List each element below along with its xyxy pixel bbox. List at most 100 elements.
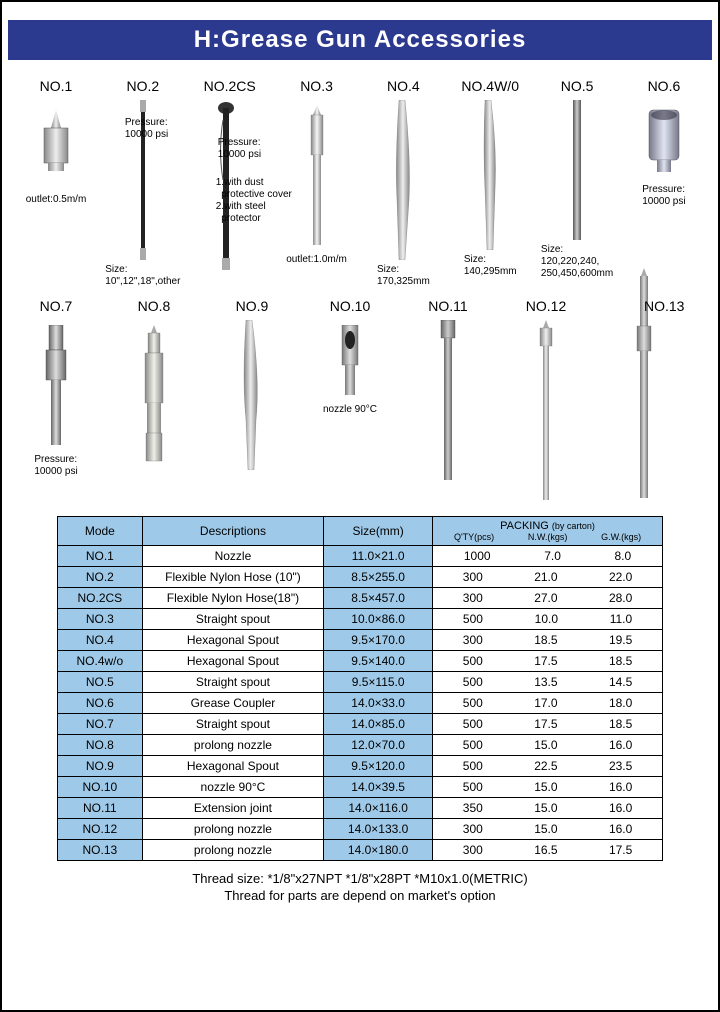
cell-packing: 30018.519.5 xyxy=(433,630,663,651)
cell-qty: 500 xyxy=(463,780,483,794)
cell-mode: NO.7 xyxy=(58,714,143,735)
cell-qty: 500 xyxy=(463,696,483,710)
product-label: NO.1 xyxy=(40,78,73,94)
table-row: NO.8prolong nozzle12.0×70.050015.016.0 xyxy=(58,735,663,756)
product-no2cs: NO.2CS Pressure: 10000 psi 1.with dust p… xyxy=(190,78,270,270)
product-row-2: NO.7 Pressure: 10000 psi NO.8 xyxy=(16,298,704,500)
cell-packing: 500 17.5 18.5 xyxy=(433,651,663,672)
table-row: NO.6Grease Coupler14.0×33.050017.018.0 xyxy=(58,693,663,714)
cell-packing: 30021.022.0 xyxy=(433,567,663,588)
cell-qty: 300 xyxy=(463,633,483,647)
cell-qty: 500 xyxy=(463,654,483,668)
cell-desc: Hexagonal Spout xyxy=(142,651,324,672)
product-image xyxy=(308,100,326,250)
product-note: outlet:1.0m/m xyxy=(286,254,347,266)
product-note: outlet:0.5m/m xyxy=(26,194,87,206)
product-label: NO.4W/0 xyxy=(461,78,519,94)
cell-qty: 350 xyxy=(463,801,483,815)
cell-size: 14.0×85.0 xyxy=(324,714,433,735)
product-label: NO.8 xyxy=(138,298,171,314)
product-image xyxy=(240,320,264,470)
cell-packing: 30015.016.0 xyxy=(433,819,663,840)
table-row: NO.10nozzle 90°C14.0×39.550015.016.0 xyxy=(58,777,663,798)
product-image xyxy=(439,320,457,480)
product-no3: NO.3 outlet:1.0m/m xyxy=(277,78,357,266)
product-label: NO.9 xyxy=(236,298,269,314)
table-row: NO.13prolong nozzle14.0×180.030016.517.5 xyxy=(58,840,663,861)
product-no4w0: NO.4W/0 Size: 140,295mm xyxy=(450,78,530,278)
cell-qty: 500 xyxy=(463,717,483,731)
table-header-row: Mode Descriptions Size(mm) PACKING (by c… xyxy=(58,517,663,546)
cell-mode: NO.6 xyxy=(58,693,143,714)
table-row: NO.4Hexagonal Spout9.5×170.030018.519.5 xyxy=(58,630,663,651)
cell-size: 14.0×180.0 xyxy=(324,840,433,861)
product-no11: NO.11 xyxy=(408,298,488,480)
cell-gw: 14.5 xyxy=(609,675,632,689)
packing-nw-header: N.W.(kgs) xyxy=(528,532,568,542)
product-no5: NO.5 Size: 120,220,240, 250,450,600mm xyxy=(537,78,617,280)
product-row-1: NO.1 outlet:0.5m/m NO.2 Pressure: 10000 … xyxy=(16,78,704,288)
product-image xyxy=(571,100,583,240)
cell-mode: NO.13 xyxy=(58,840,143,861)
product-image xyxy=(40,100,72,190)
cell-mode: NO.4 xyxy=(58,630,143,651)
packing-title: PACKING xyxy=(500,520,549,532)
cell-size: 14.0×133.0 xyxy=(324,819,433,840)
product-note-pressure: Pressure: 10000 psi xyxy=(125,117,168,141)
cell-size: 9.5×120.0 xyxy=(324,756,433,777)
product-no7: NO.7 Pressure: 10000 psi xyxy=(16,298,96,478)
table-row: NO.2Flexible Nylon Hose (10")8.5×255.030… xyxy=(58,567,663,588)
product-image xyxy=(479,100,501,250)
products-area: NO.1 outlet:0.5m/m NO.2 Pressure: 10000 … xyxy=(2,70,718,514)
cell-mode: NO.9 xyxy=(58,756,143,777)
cell-size: 9.5×170.0 xyxy=(324,630,433,651)
cell-desc: prolong nozzle xyxy=(142,840,324,861)
cell-nw: 17.0 xyxy=(534,696,557,710)
cell-nw: 15.0 xyxy=(534,780,557,794)
cell-nw: 17.5 xyxy=(534,654,557,668)
cell-desc: Extension joint xyxy=(142,798,324,819)
product-label: NO.12 xyxy=(526,298,566,314)
cell-desc: prolong nozzle xyxy=(142,735,324,756)
cell-gw: 17.5 xyxy=(609,843,632,857)
cell-gw: 18.5 xyxy=(609,654,632,668)
cell-size: 8.5×457.0 xyxy=(324,588,433,609)
cell-mode: NO.12 xyxy=(58,819,143,840)
cell-packing: 30016.517.5 xyxy=(433,840,663,861)
packing-subtitle: (by carton) xyxy=(552,521,595,531)
cell-size: 11.0×21.0 xyxy=(324,546,433,567)
cell-mode: NO.5 xyxy=(58,672,143,693)
product-note: Size: 170,325mm xyxy=(377,264,430,288)
cell-mode: NO.8 xyxy=(58,735,143,756)
cell-packing: 10007.08.0 xyxy=(433,546,663,567)
product-note: Pressure: 10000 psi xyxy=(34,454,77,478)
cell-size: 14.0×116.0 xyxy=(324,798,433,819)
table-row: NO.5Straight spout9.5×115.050013.514.5 xyxy=(58,672,663,693)
product-note-pressure: Pressure: 10000 psi xyxy=(218,137,261,161)
cell-packing: 50015.016.0 xyxy=(433,777,663,798)
product-label: NO.2 xyxy=(127,78,160,94)
footer-notes: Thread size: *1/8"x27NPT *1/8"x28PT *M10… xyxy=(2,867,718,923)
table-body: NO.1Nozzle11.0×21.010007.08.0NO.2Flexibl… xyxy=(58,546,663,861)
product-image xyxy=(44,320,68,450)
product-image xyxy=(537,320,555,500)
col-desc: Descriptions xyxy=(142,517,324,546)
cell-desc: Straight spout xyxy=(142,714,324,735)
cell-nw: 16.5 xyxy=(534,843,557,857)
cell-size: 14.0×39.5 xyxy=(324,777,433,798)
cell-size: 12.0×70.0 xyxy=(324,735,433,756)
cell-qty: 500 xyxy=(463,675,483,689)
cell-packing: 30027.028.0 xyxy=(433,588,663,609)
product-label: NO.7 xyxy=(40,298,73,314)
cell-gw: 16.0 xyxy=(609,738,632,752)
cell-nw: 15.0 xyxy=(534,801,557,815)
cell-nw: 27.0 xyxy=(534,591,557,605)
cell-packing: 50017.518.5 xyxy=(433,714,663,735)
cell-desc: Hexagonal Spout xyxy=(142,756,324,777)
product-no12: NO.12 xyxy=(506,298,586,500)
product-image xyxy=(336,320,364,400)
cell-packing: 50022.523.5 xyxy=(433,756,663,777)
cell-mode: NO.3 xyxy=(58,609,143,630)
cell-nw: 21.0 xyxy=(534,570,557,584)
cell-mode: NO.2 xyxy=(58,567,143,588)
